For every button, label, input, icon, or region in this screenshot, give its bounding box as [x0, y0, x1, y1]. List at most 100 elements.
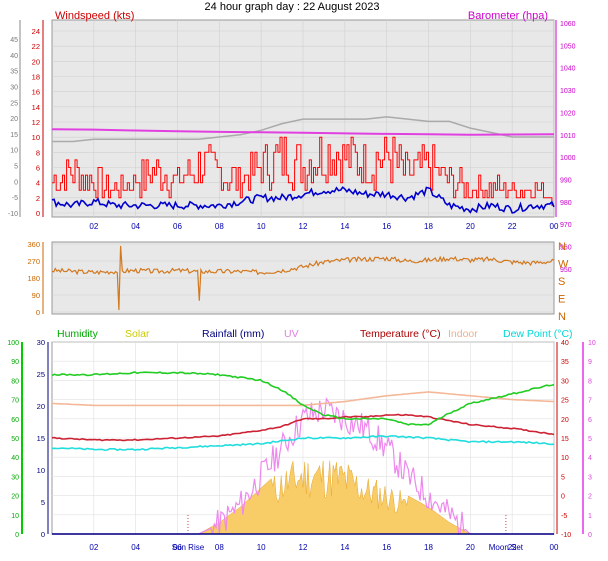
windspeed-tick-label: 12: [32, 118, 40, 127]
temperature-tick-label: 15: [561, 436, 569, 443]
x-tick-label: 20: [466, 222, 475, 231]
x-tick-label: 04: [131, 222, 140, 231]
dew-point-line: [51, 435, 555, 452]
x-tick-label: 00: [550, 543, 559, 552]
x-tick-label: 08: [215, 543, 224, 552]
humidity-tick-label: 20: [11, 494, 19, 501]
outer-left-tick-label: 0: [14, 179, 18, 186]
x-tick-label: 22: [508, 543, 517, 552]
x-tick-label: 18: [424, 222, 433, 231]
windspeed-tick-label: 4: [36, 179, 40, 188]
temperature-tick-label: 0: [561, 494, 565, 501]
wind-baro-chart: 454035302520151050-5-1024222018161412108…: [8, 20, 576, 274]
outer-left-tick-label: 20: [10, 116, 18, 123]
uv-tick-label: 9: [588, 359, 592, 366]
windspeed-tick-label: 10: [32, 133, 40, 142]
event-label: Sun Rise: [172, 543, 205, 552]
rainfall-tick-label: 25: [37, 370, 45, 379]
barometer-tick-label: 1020: [560, 110, 576, 117]
legend-item: Dew Point (°C): [503, 328, 573, 340]
barometer-tick-label: 1030: [560, 88, 576, 95]
barometer-tick-label: 960: [560, 245, 572, 252]
x-tick-label: 14: [340, 222, 349, 231]
rainfall-tick-label: 0: [41, 530, 45, 539]
barometer-tick-label: 1010: [560, 133, 576, 140]
windspeed-line: [51, 186, 555, 214]
x-tick-label: 02: [89, 222, 98, 231]
direction-tick-label: 0: [36, 308, 40, 317]
barometer-tick-label: 1040: [560, 66, 576, 73]
barometer-tick-label: 1050: [560, 43, 576, 50]
humidity-tick-label: 60: [11, 417, 19, 424]
windspeed-tick-label: 20: [32, 57, 40, 66]
x-tick-label: 10: [257, 543, 266, 552]
barometer-tick-label: 1000: [560, 155, 576, 162]
x-tick-label: 04: [131, 543, 140, 552]
x-tick-label: 10: [257, 222, 266, 231]
outer-left-tick-label: -5: [12, 195, 18, 202]
x-tick-label: 06: [173, 543, 182, 552]
windspeed-axis-label: Windspeed (kts): [55, 10, 134, 22]
temperature-tick-label: 25: [561, 398, 569, 405]
legend-item: Temperature (°C): [360, 328, 441, 340]
x-tick-label: 22: [508, 222, 517, 231]
temperature-tick-label: 30: [561, 378, 569, 385]
windspeed-tick-label: 22: [32, 42, 40, 51]
direction-tick-label: 270: [27, 257, 40, 266]
uv-tick-label: 5: [588, 436, 592, 443]
windspeed-tick-label: 2: [36, 194, 40, 203]
windspeed-tick-label: 24: [32, 27, 40, 36]
uv-tick-label: 10: [588, 340, 596, 347]
uv-tick-label: 0: [588, 532, 592, 539]
x-tick-label: 06: [173, 222, 182, 231]
x-tick-label: 18: [424, 543, 433, 552]
outer-left-tick-label: 10: [10, 148, 18, 155]
windspeed-tick-label: 0: [36, 209, 40, 218]
x-tick-label: 12: [299, 222, 308, 231]
temperature-tick-label: 5: [561, 474, 565, 481]
barometer-tick-label: 980: [560, 200, 572, 207]
rainfall-tick-label: 30: [37, 338, 45, 347]
temperature-line: [51, 413, 555, 442]
x-tick-label: 02: [89, 543, 98, 552]
barometer-tick-label: 950: [560, 267, 572, 274]
compass-label: N: [558, 311, 566, 323]
temp-humidity-chart: Humidity Solar Rainfall (mm) UV Temperature …: [7, 328, 596, 552]
windspeed-tick-label: 8: [36, 148, 40, 157]
rainfall-tick-label: 15: [37, 434, 45, 443]
direction-tick-label: 90: [32, 291, 40, 300]
uv-tick-label: 3: [588, 474, 592, 481]
direction-tick-label: 180: [27, 274, 40, 283]
humidity-line: [51, 371, 555, 426]
humidity-tick-label: 40: [11, 455, 19, 462]
windspeed-tick-label: 18: [32, 73, 40, 82]
direction-tick-label: 360: [27, 240, 40, 249]
event-label: Moon Set: [489, 543, 524, 552]
compass-label: E: [558, 294, 565, 306]
outer-left-tick-label: 30: [10, 84, 18, 91]
x-tick-label: 12: [299, 543, 308, 552]
legend-item: Rainfall (mm): [202, 328, 264, 340]
x-tick-label: 14: [340, 543, 349, 552]
x-tick-label: 08: [215, 222, 224, 231]
humidity-tick-label: 0: [15, 532, 19, 539]
humidity-tick-label: 100: [7, 340, 19, 347]
humidity-tick-label: 50: [11, 436, 19, 443]
outer-left-tick-label: 15: [10, 132, 18, 139]
uv-tick-label: 2: [588, 494, 592, 501]
temperature-tick-label: 35: [561, 359, 569, 366]
legend-item: Humidity: [57, 328, 99, 340]
legend-item: Solar: [125, 328, 150, 340]
chart-title: 24 hour graph day : 22 August 2023: [205, 1, 380, 13]
legend-item: UV: [284, 328, 299, 340]
grey-trace-line: [52, 116, 554, 143]
rainfall-tick-label: 20: [37, 402, 45, 411]
barometer-line: [51, 128, 555, 136]
barometer-tick-label: 970: [560, 222, 572, 229]
windspeed-tick-label: 16: [32, 88, 40, 97]
wind-direction-line: [51, 245, 555, 311]
outer-left-tick-label: 5: [14, 164, 18, 171]
uv-tick-label: 1: [588, 513, 592, 520]
x-tick-label: 16: [382, 543, 391, 552]
